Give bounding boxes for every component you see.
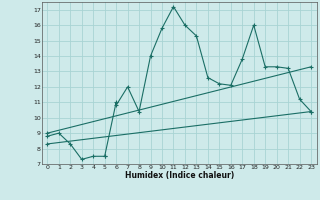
X-axis label: Humidex (Indice chaleur): Humidex (Indice chaleur) bbox=[124, 171, 234, 180]
